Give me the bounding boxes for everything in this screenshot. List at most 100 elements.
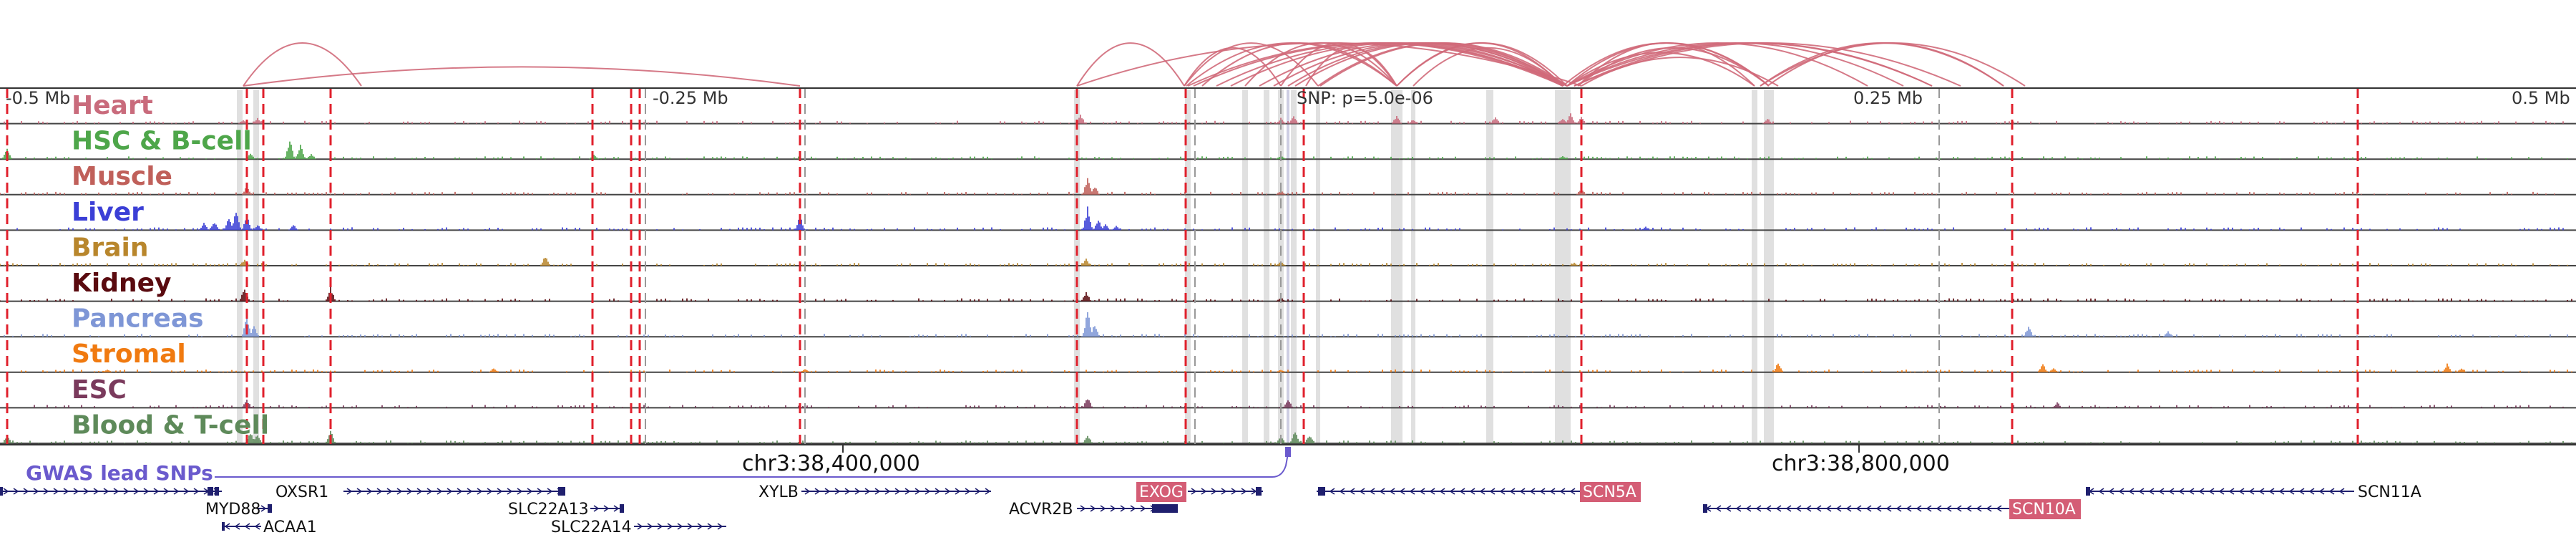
- gene-exon: [1703, 504, 1707, 513]
- track-label: ESC: [72, 375, 127, 405]
- gene-label: SLC22A14: [551, 519, 632, 536]
- track-signal: [21, 363, 2572, 372]
- gene-strand-arrows: [260, 505, 267, 512]
- highlight-band-8: [1316, 90, 1320, 445]
- track-label: Blood & T-cell: [72, 410, 269, 440]
- track-signal: [2, 141, 2568, 160]
- track-esc: [0, 399, 2576, 409]
- highlight-band-1: [253, 90, 259, 445]
- interaction-arc-4: [1184, 47, 1282, 87]
- gene-label: SCN5A: [1583, 483, 1636, 501]
- gene-exon: [208, 487, 213, 496]
- gwas-connector-line: [215, 449, 1289, 478]
- track-label: Stromal: [72, 339, 186, 369]
- gene-strand-arrows: [224, 523, 260, 530]
- interaction-arc-15: [1280, 42, 1397, 87]
- interaction-arc-18: [1305, 47, 1397, 87]
- gene-exon: [1256, 487, 1262, 496]
- highlight-band-14: [1764, 90, 1774, 445]
- highlight-band-5: [1264, 90, 1269, 445]
- interaction-arc-37: [1566, 42, 1933, 87]
- highlight-band-0: [237, 90, 243, 445]
- gene-label: EXOG: [1139, 483, 1184, 501]
- track-signal: [0, 258, 2568, 266]
- gene-label: SCN10A: [2012, 501, 2076, 519]
- interaction-arc-22: [1396, 42, 1568, 87]
- gene-exon: [1152, 504, 1178, 513]
- track-signal: [4, 312, 2568, 337]
- gene-exon: [0, 487, 3, 496]
- interaction-arc-1: [243, 66, 801, 87]
- axis-label-snp: SNP: p=5.0e-06: [1297, 88, 1433, 108]
- track-blood-t-cell: [0, 430, 2576, 444]
- gene-strand-arrows: [1191, 488, 1257, 495]
- track-pancreas: [0, 312, 2576, 338]
- interaction-arc-5: [1184, 42, 1319, 87]
- track-heart: [0, 113, 2576, 125]
- interaction-arc-20: [1319, 42, 1568, 87]
- coord-label-right: chr3:38,800,000: [1772, 451, 1950, 476]
- distance-axis: -0.5 Mb -0.25 Mb SNP: p=5.0e-06 0.25 Mb …: [0, 87, 2576, 108]
- track-label: Liver: [72, 198, 144, 227]
- interaction-arc-36: [1577, 42, 1755, 87]
- highlight-band-4: [1242, 90, 1248, 445]
- gene-exon: [215, 487, 219, 496]
- gene-strand-arrows: [346, 488, 563, 495]
- gene-label: ACAA1: [263, 519, 317, 536]
- interaction-arc-9: [1201, 42, 1397, 87]
- track-label: Heart: [72, 91, 153, 120]
- signal-tracks: [0, 113, 2576, 444]
- axis-label-left: -0.5 Mb: [6, 88, 70, 108]
- highlight-band-12: [1555, 90, 1571, 445]
- gene-label: MYD88: [205, 501, 260, 519]
- track-hsc-b-cell: [0, 141, 2576, 160]
- gene-strand-arrows: [804, 488, 991, 495]
- gene-exon: [620, 504, 624, 513]
- gwas-snp-marker: [1285, 447, 1291, 457]
- gwas-track: GWAS lead SNPs: [26, 447, 1291, 485]
- gene-label: OXSR1: [275, 483, 328, 501]
- axis-label-mid-left: -0.25 Mb: [653, 88, 728, 108]
- gene-label: SCN11A: [2358, 483, 2421, 501]
- track-label: HSC & B-cell: [72, 127, 252, 156]
- interaction-arc-2: [1076, 42, 1185, 87]
- snp-highlight-bands: [237, 90, 1774, 445]
- gene-label-highlight: [2009, 499, 2081, 519]
- highlight-band-9: [1391, 90, 1402, 445]
- track-label: Muscle: [72, 162, 172, 191]
- interaction-arc-23: [1413, 47, 1563, 87]
- track-signal: [0, 286, 2572, 302]
- axis-label-right: 0.5 Mb: [2512, 88, 2570, 108]
- track-label: Kidney: [72, 269, 172, 298]
- track-signal: [0, 178, 2555, 195]
- highlight-band-13: [1752, 90, 1757, 445]
- track-brain: [0, 258, 2576, 266]
- red-dashed-markers: [6, 88, 2359, 445]
- gene-label-highlight: [1136, 482, 1186, 502]
- track-liver: [0, 206, 2576, 231]
- gene-strand-arrows: [637, 523, 723, 530]
- gene-label-highlight: [1580, 482, 1641, 502]
- snp-band: [1287, 90, 1289, 445]
- gene-strand-arrows: [3, 488, 220, 495]
- highlight-band-11: [1486, 90, 1493, 445]
- highlight-band-3: [1185, 90, 1191, 445]
- highlight-band-7: [1291, 90, 1297, 445]
- track-label: Pancreas: [72, 304, 204, 334]
- coord-label-left: chr3:38,400,000: [742, 451, 920, 476]
- coordinate-axis: chr3:38,400,000 chr3:38,800,000: [0, 444, 2576, 476]
- track-kidney: [0, 286, 2576, 302]
- gene-exon: [558, 487, 565, 496]
- gene-label: ACVR2B: [1009, 501, 1073, 519]
- gene-strand-arrows: [593, 505, 620, 512]
- track-signal: [2, 430, 2572, 443]
- interaction-arc-35: [1760, 42, 2026, 87]
- interaction-arcs: [243, 42, 2026, 87]
- gene-exon: [222, 522, 225, 531]
- gene-label: XYLB: [758, 483, 799, 501]
- gene-exon: [2086, 487, 2090, 496]
- axis-label-mid-right: 0.25 Mb: [1853, 88, 1923, 108]
